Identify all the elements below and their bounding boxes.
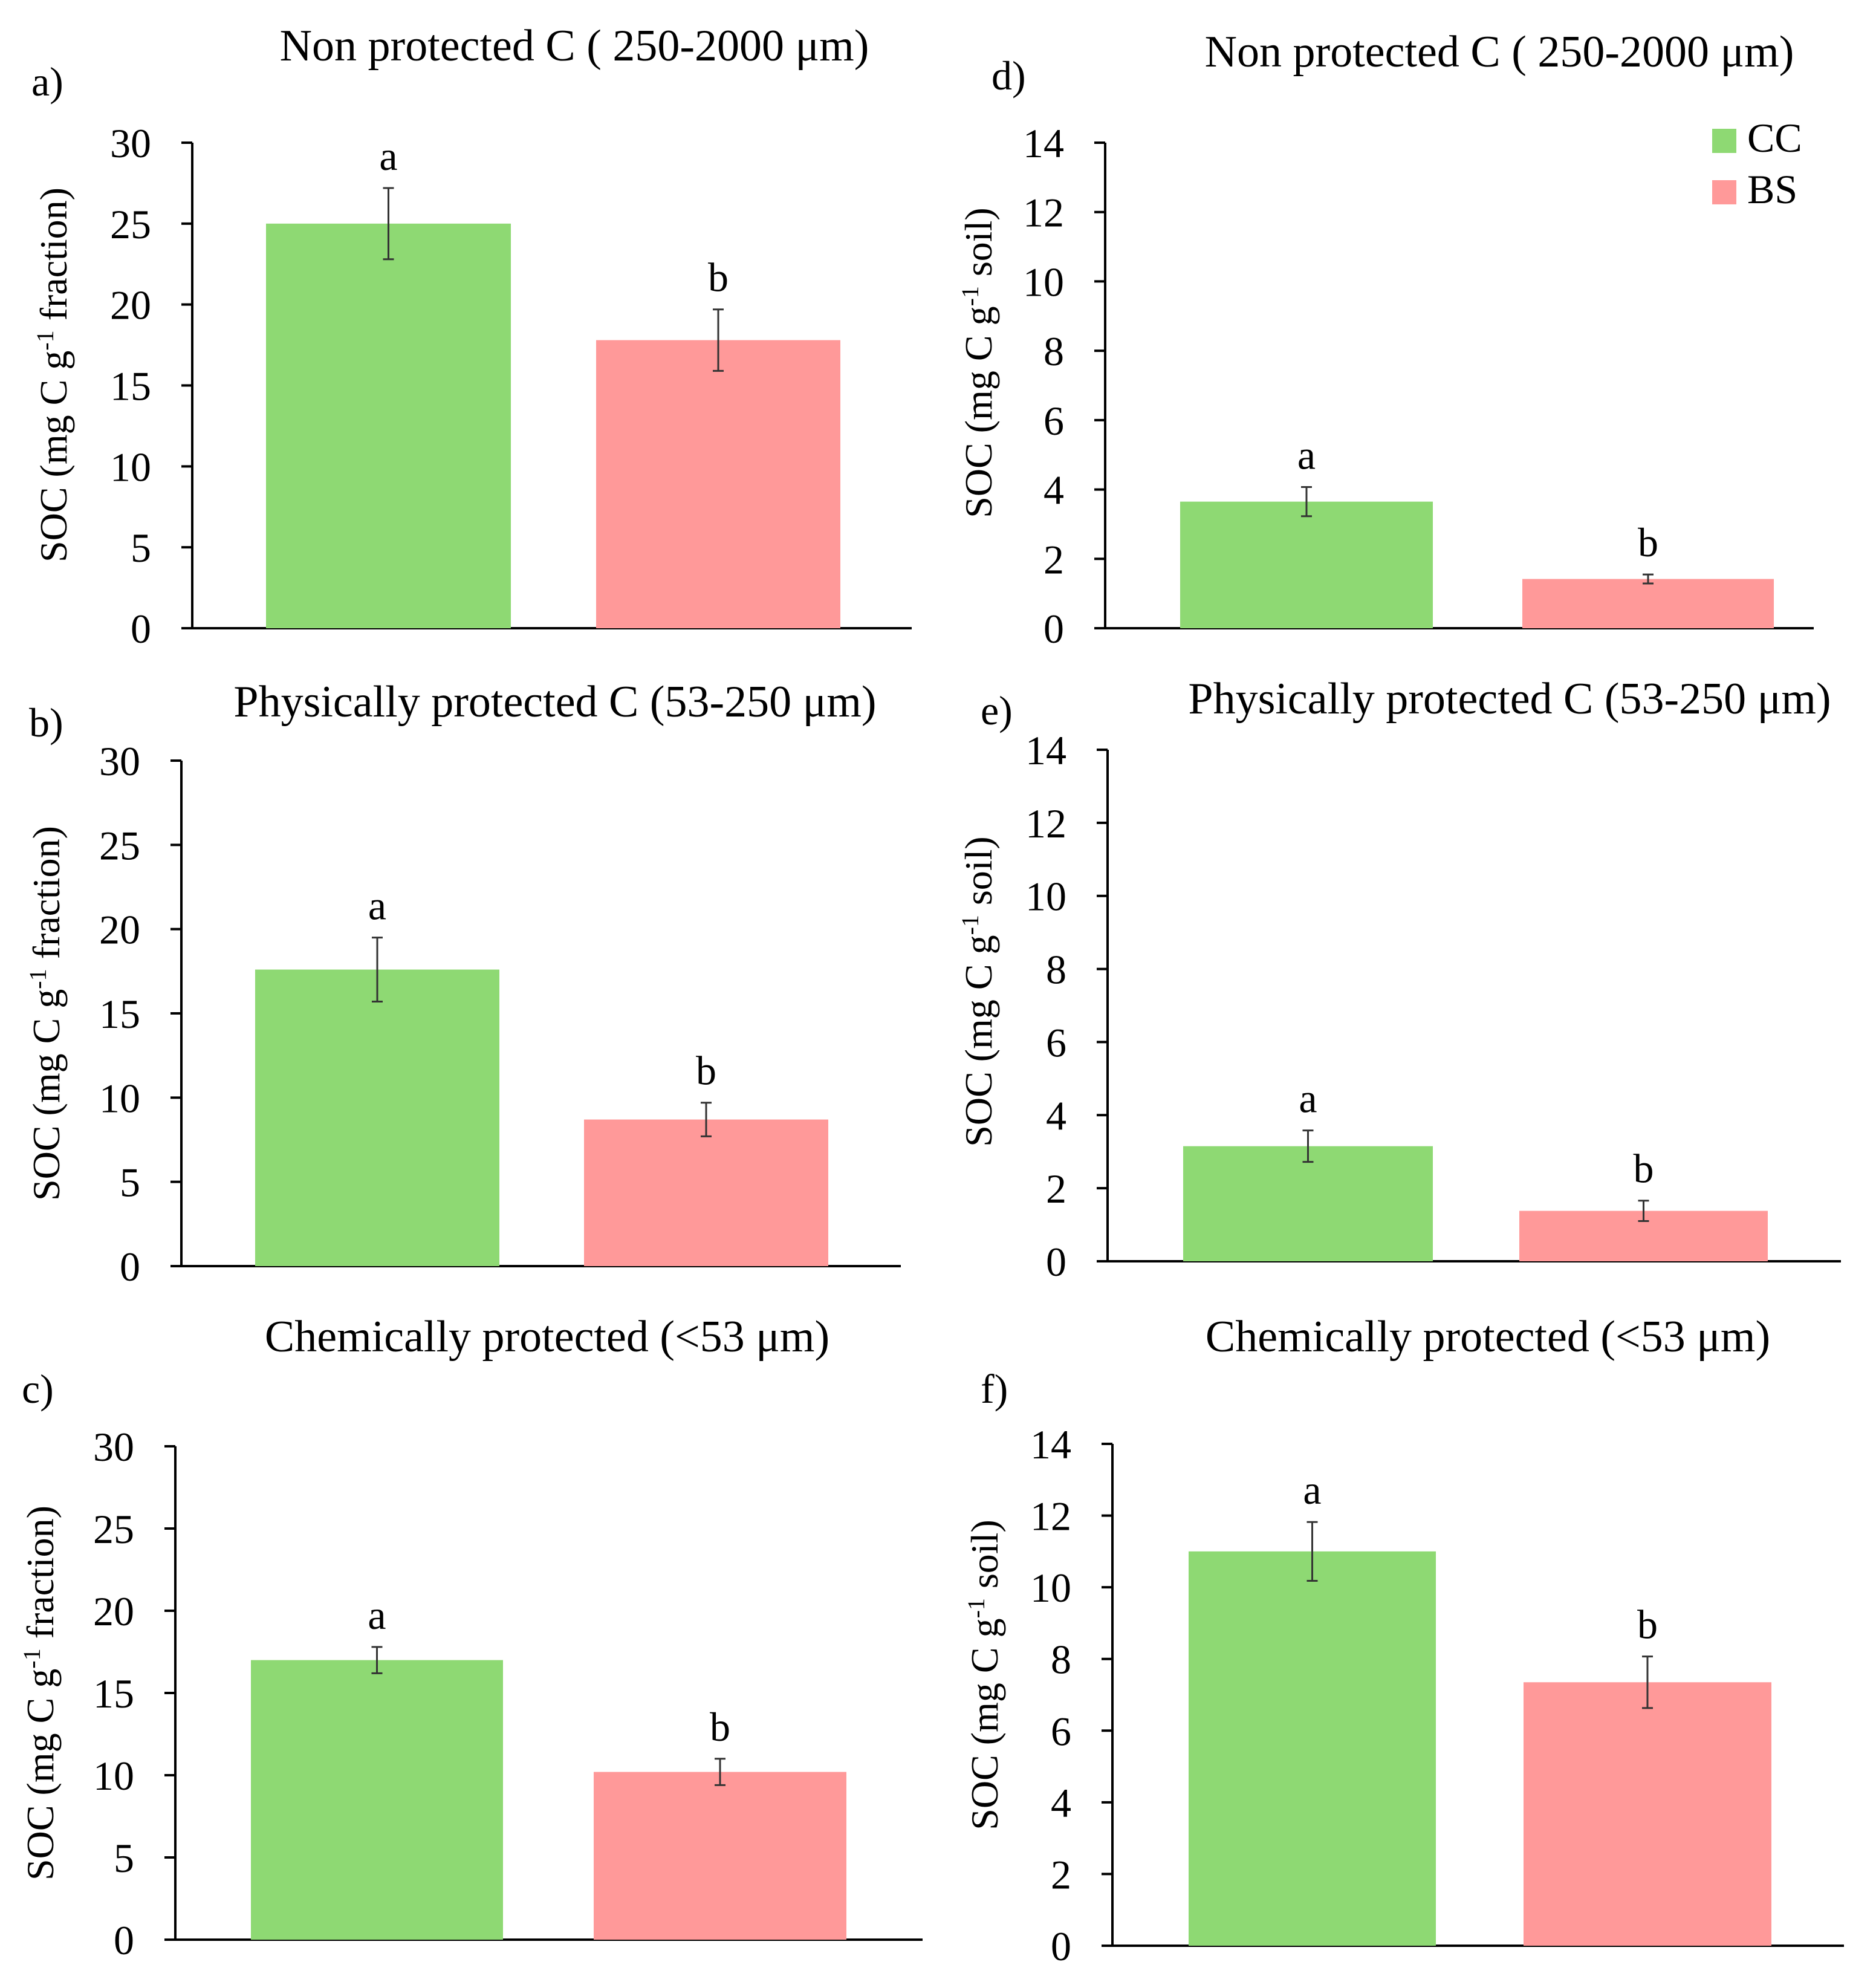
panel-2-letter-cc: a [368, 883, 386, 929]
panel-4-ytick-label: 12 [1023, 190, 1064, 236]
panel-4-ytick-label: 4 [1043, 467, 1064, 513]
panel-4-letter-cc: a [1297, 432, 1316, 478]
panel-4-label: d) [992, 53, 1026, 99]
panel-6-bar-bs [1524, 1682, 1771, 1946]
panel-1-letter-bs: b [708, 255, 729, 301]
panel-4-letter-bs: b [1638, 519, 1658, 565]
panel-1-bar-bs [596, 340, 840, 628]
panel-6-ytick-label: 8 [1051, 1637, 1071, 1683]
panel-1: Non protected C ( 250-2000 μm) a) SOC (mg … [31, 21, 912, 652]
panel-3: Chemically protected (<53 μm) c) SOC (mg C… [18, 1312, 923, 1963]
panel-3-bar-cc [251, 1660, 503, 1940]
panel-3-ytick-label: 20 [93, 1588, 134, 1634]
panel-3-ytick-label: 25 [93, 1506, 134, 1552]
panel-1-letter-cc: a [379, 133, 397, 179]
panel-3-ytick-label: 10 [93, 1753, 134, 1799]
legend-label-cc: CC [1747, 115, 1802, 161]
panel-2: Physically protected C (53-250 μm) b) SOC … [24, 677, 901, 1290]
panel-2-letter-bs: b [696, 1048, 716, 1094]
panel-6-ytick-label: 10 [1030, 1565, 1071, 1611]
panel-3-ytick-label: 0 [114, 1917, 134, 1963]
panel-2-ytick-label: 20 [99, 907, 140, 953]
panel-6-ytick-label: 4 [1051, 1780, 1071, 1826]
panel-1-ytick-label: 5 [131, 525, 151, 571]
panel-2-ytick-label: 25 [99, 822, 140, 868]
panel-5-title: Physically protected C (53-250 μm) [1188, 674, 1831, 724]
panel-2-title: Physically protected C (53-250 μm) [233, 677, 876, 727]
panel-3-ylabel: SOC (mg C g-1 fraction) [18, 1506, 62, 1880]
panel-2-ylabel: SOC (mg C g-1 fraction) [24, 826, 68, 1201]
panel-5-letter-bs: b [1634, 1146, 1654, 1192]
legend-swatch-bs [1712, 180, 1736, 204]
panel-2-bar-cc [255, 969, 499, 1266]
panel-5-ylabel: SOC (mg C g-1 soil) [956, 836, 1001, 1146]
panel-2-bar-bs [584, 1119, 828, 1266]
panel-6-ytick-label: 2 [1051, 1851, 1071, 1897]
panel-1-label: a) [31, 59, 63, 105]
panel-6-letter-cc: a [1303, 1467, 1321, 1513]
panel-5-ytick-label: 2 [1046, 1166, 1066, 1212]
panel-4-ytick-label: 10 [1023, 259, 1064, 305]
panel-5-label: e) [981, 687, 1013, 733]
panel-3-letter-cc: a [368, 1592, 386, 1638]
panel-5-ytick-label: 6 [1046, 1019, 1066, 1065]
panel-1-ytick-label: 30 [110, 120, 151, 166]
panel-6: Chemically protected (<53 μm) f) SOC (mg C… [962, 1312, 1844, 1969]
panel-4-ytick-label: 6 [1043, 398, 1064, 444]
panel-5-ytick-label: 0 [1046, 1239, 1066, 1285]
panel-4-ylabel: SOC (mg C g-1 soil) [956, 207, 1001, 518]
panel-1-ytick-label: 25 [110, 201, 151, 247]
panel-5-ytick-label: 8 [1046, 947, 1066, 993]
panel-4-bar-bs [1522, 579, 1774, 628]
panel-1-ylabel: SOC (mg C g-1 fraction) [31, 187, 76, 562]
panel-1-ytick-label: 15 [110, 363, 151, 409]
legend-swatch-cc [1712, 129, 1736, 153]
panel-2-label: b) [29, 700, 63, 746]
panel-4-ytick-label: 8 [1043, 328, 1064, 374]
panel-1-title: Non protected C ( 250-2000 μm) [280, 21, 869, 71]
panel-1-bar-cc [266, 223, 511, 628]
panel-3-title: Chemically protected (<53 μm) [265, 1312, 829, 1362]
panel-2-ytick-label: 30 [99, 738, 140, 784]
panel-6-label: f) [981, 1366, 1008, 1412]
panel-6-letter-bs: b [1637, 1602, 1658, 1648]
panel-3-ytick-label: 30 [93, 1424, 134, 1470]
panel-1-ytick-label: 10 [110, 444, 151, 490]
panel-4-ytick-label: 2 [1043, 536, 1064, 582]
panel-5-ytick-label: 12 [1025, 801, 1066, 846]
panel-1-ytick-label: 20 [110, 282, 151, 328]
panel-5-ytick-label: 10 [1025, 874, 1066, 920]
panel-2-ytick-label: 10 [99, 1075, 140, 1121]
legend: CC BS [1712, 115, 1802, 212]
legend-label-bs: BS [1747, 166, 1797, 212]
panel-5: Physically protected C (53-250 μm) e) SOC … [956, 674, 1841, 1285]
panel-5-ytick-label: 4 [1046, 1093, 1066, 1139]
panel-3-ytick-label: 5 [114, 1835, 134, 1881]
panel-6-bar-cc [1189, 1551, 1436, 1946]
panel-5-letter-cc: a [1299, 1076, 1317, 1122]
panel-6-ytick-label: 14 [1030, 1422, 1071, 1467]
panel-3-label: c) [22, 1366, 54, 1412]
panel-1-ytick-label: 0 [131, 606, 151, 652]
panel-2-ytick-label: 5 [120, 1160, 140, 1206]
panel-3-letter-bs: b [710, 1704, 730, 1750]
panel-4: Non protected C ( 250-2000 μm) d) SOC (mg … [956, 27, 1814, 652]
panel-3-bar-bs [594, 1772, 846, 1940]
panel-4-ytick-label: 14 [1023, 120, 1064, 166]
panel-2-ytick-label: 15 [99, 991, 140, 1037]
panel-6-ytick-label: 0 [1051, 1923, 1071, 1969]
panel-5-bar-cc [1183, 1146, 1433, 1261]
panel-4-title: Non protected C ( 250-2000 μm) [1205, 27, 1794, 77]
panel-6-ytick-label: 6 [1051, 1708, 1071, 1754]
panel-4-ytick-label: 0 [1043, 606, 1064, 652]
panel-6-title: Chemically protected (<53 μm) [1206, 1312, 1770, 1362]
panel-5-ytick-label: 14 [1025, 727, 1066, 773]
panel-2-ytick-label: 0 [120, 1244, 140, 1290]
panel-6-ylabel: SOC (mg C g-1 soil) [962, 1519, 1007, 1830]
panel-6-ytick-label: 12 [1030, 1493, 1071, 1539]
panel-3-ytick-label: 15 [93, 1671, 134, 1717]
panel-4-bar-cc [1180, 501, 1433, 628]
